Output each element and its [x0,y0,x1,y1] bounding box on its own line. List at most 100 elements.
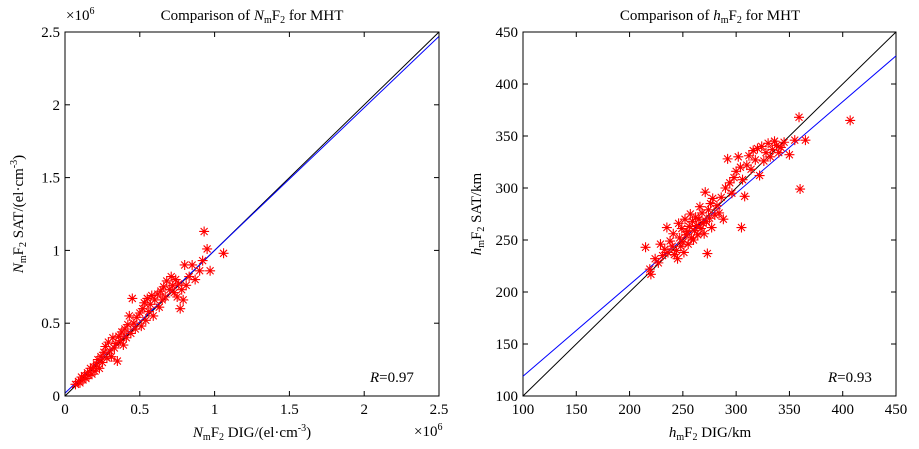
right-data-point [754,170,765,181]
right-data-point [709,210,720,221]
right-data-point [748,145,759,156]
right-data-point [716,192,727,203]
left-data-point [115,335,126,346]
left-data-point [181,280,192,291]
right-data-point [756,141,767,152]
left-data-point [167,280,178,291]
right-x-tick-label: 300 [725,402,748,418]
right-data-point [702,248,713,259]
right-data-point [662,247,673,258]
left-identity-line [64,31,440,397]
left-y-axis-label: NmF2 SAT/(el·cm-3) [9,155,29,274]
left-data-point [109,342,120,353]
right-data-point [733,151,744,162]
right-x-tick-label: 150 [565,402,588,418]
right-data-point [644,264,655,275]
left-data-point [130,324,141,335]
right-data-point [683,239,694,250]
right-data-point [697,207,708,218]
left-y-tick-label: 0 [53,389,61,405]
left-data-point [76,372,87,383]
left-data-point [148,310,159,321]
right-data-point [669,249,680,260]
right-data-point [691,220,702,231]
left-x-tick-label: 1 [211,402,219,418]
left-data-point [155,286,166,297]
right-data-point [743,150,754,161]
right-scatter-points [640,112,856,280]
left-data-point [161,275,172,286]
right-data-point [676,223,687,234]
left-data-point [107,332,118,343]
right-data-point [675,241,686,252]
left-chart-title: Comparison of NmF2 for MHT [161,8,344,26]
right-data-point [722,153,733,164]
right-data-point [771,140,782,151]
right-y-tick-label: 450 [496,25,519,41]
left-x-tick-label: 1.5 [280,402,299,418]
right-y-tick-label: 400 [496,77,519,93]
left-data-point [119,324,130,335]
left-data-point [121,332,132,343]
left-data-point [140,315,151,326]
right-x-tick-label: 400 [831,402,854,418]
right-data-point [703,204,714,215]
left-data-point [202,243,213,254]
right-data-point [737,174,748,185]
right-chart-title: Comparison of hmF2 for MHT [620,8,800,26]
left-data-point [194,265,205,276]
right-data-point [746,164,757,175]
right-y-tick-label: 100 [496,389,519,405]
right-data-point [650,253,661,264]
left-data-point [98,347,109,358]
right-data-point [690,212,701,223]
right-data-point [667,241,678,252]
left-data-point [187,259,198,270]
right-x-tick-label: 250 [672,402,695,418]
left-data-point [142,293,153,304]
right-data-point [789,135,800,146]
left-scatter-points [70,226,229,390]
right-data-point [678,247,689,258]
right-data-point [699,228,710,239]
right-axis-ticks: 100 150 200 250 300 350 400 450 100 150 200 250 300 3… [496,25,908,418]
right-x-tick-label: 450 [885,402,908,418]
left-data-point [110,338,121,349]
right-data-point [720,183,731,193]
right-data-point [739,191,750,202]
left-data-point [85,363,96,374]
left-data-point [199,226,210,237]
right-data-point [711,200,722,211]
right-data-point [704,213,715,224]
left-data-point [83,370,94,381]
left-data-point [118,340,129,351]
right-data-point [665,236,676,247]
left-data-point [137,303,148,314]
left-data-point [95,351,106,362]
right-data-point [752,143,763,154]
right-data-point [794,112,805,123]
right-data-point [729,172,740,183]
right-data-point [698,218,709,229]
left-data-point [184,271,195,282]
right-data-point [700,187,711,198]
left-data-point [143,306,154,317]
left-data-point [104,345,115,356]
right-data-point [714,207,725,218]
right-data-point [684,221,695,232]
left-data-point [94,363,105,374]
left-data-point [178,294,189,305]
left-data-point [197,255,208,266]
right-data-point [689,225,700,236]
left-x-axis-label: NmF2 DIG/(el·cm-3) [192,423,311,443]
right-x-tick-label: 350 [778,402,801,418]
right-data-point [671,245,682,256]
right-data-point [765,151,776,162]
right-y-tick-label: 300 [496,181,519,197]
right-data-point [769,136,780,147]
left-data-point [190,274,201,285]
right-data-point [705,198,716,209]
right-data-point [694,201,705,212]
right-data-point [784,149,795,160]
